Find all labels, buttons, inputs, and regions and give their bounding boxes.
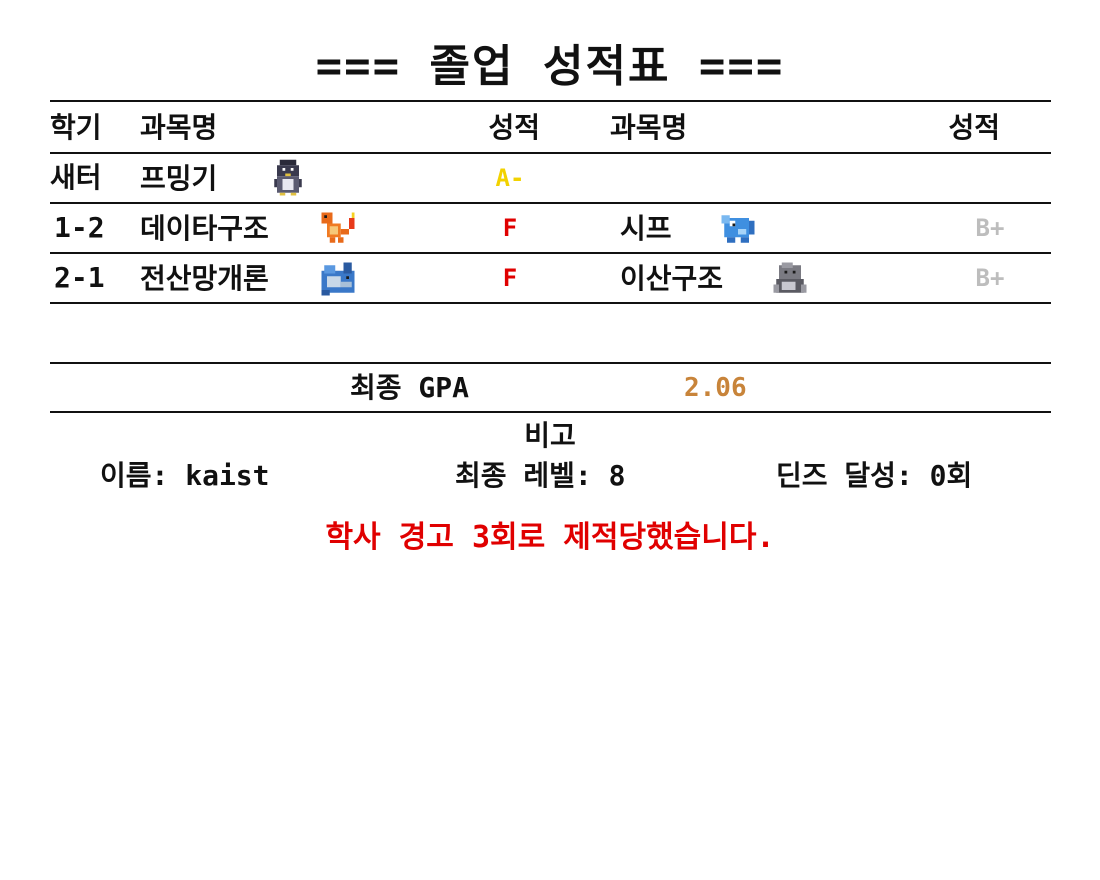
blue-fish-sprite-icon — [721, 215, 755, 243]
divider — [50, 152, 1051, 154]
header-semester: 학기 — [50, 111, 102, 144]
final-level: 최종 레벨: 8 — [455, 459, 626, 492]
grade-2: B+ — [975, 214, 1005, 242]
row-semester: 1-2 — [54, 211, 105, 244]
sea-creature-sprite-icon — [321, 262, 355, 296]
subject-name: 시프 — [620, 212, 672, 245]
subject-name: 데이타구조 — [140, 212, 269, 245]
grade-2: B+ — [975, 264, 1005, 292]
rock-creature-sprite-icon — [773, 262, 807, 293]
row-semester: 2-1 — [54, 261, 105, 294]
table-header: 학기 과목명 성적 과목명 성적 — [50, 104, 1051, 152]
expulsion-warning: 학사 경고 3회로 제적당했습니다. — [325, 520, 775, 555]
row-subject: 전산망개론 — [140, 254, 360, 302]
row-semester: 새터 — [50, 161, 102, 194]
row-subject-2: 이산구조 — [610, 254, 812, 302]
row-subject: 프밍기 — [140, 154, 310, 202]
row-subject: 데이타구조 — [140, 204, 360, 252]
gpa-value: 2.06 — [684, 373, 747, 403]
report-title: === 졸업 성적표 === — [315, 41, 785, 92]
divider — [50, 202, 1051, 204]
divider — [50, 411, 1051, 413]
row-subject-2: 시프 — [610, 204, 760, 252]
player-name: 이름: kaist — [100, 459, 270, 492]
grade-1: F — [502, 214, 518, 242]
subject-name: 전산망개론 — [140, 262, 269, 295]
header-grade-1: 성적 — [488, 111, 540, 144]
divider — [50, 252, 1051, 254]
subject-name: 이산구조 — [620, 262, 724, 295]
table-row: 2-1 전산망개론 F 이산구조 B+ — [50, 254, 1051, 302]
table-row: 새터 프밍기 A- — [50, 154, 1051, 202]
gpa-label: 최종 GPA — [350, 371, 469, 404]
penguin-sprite-icon — [274, 159, 302, 196]
divider — [50, 100, 1051, 102]
divider — [50, 362, 1051, 364]
fire-lizard-sprite-icon — [321, 212, 355, 243]
grade-1: A- — [495, 164, 525, 192]
header-subject-1: 과목명 — [140, 111, 218, 144]
grade-2 — [890, 154, 1000, 202]
header-subject-2: 과목명 — [610, 111, 688, 144]
divider — [50, 302, 1051, 304]
grade-1: F — [502, 264, 518, 292]
table-row: 1-2 데이타구조 F 시프 B+ — [50, 204, 1051, 252]
remarks-title: 비고 — [524, 419, 576, 452]
header-grade-2: 성적 — [948, 111, 1000, 144]
subject-name: 프밍기 — [140, 162, 218, 195]
deans-list-count: 딘즈 달성: 0회 — [776, 459, 973, 492]
